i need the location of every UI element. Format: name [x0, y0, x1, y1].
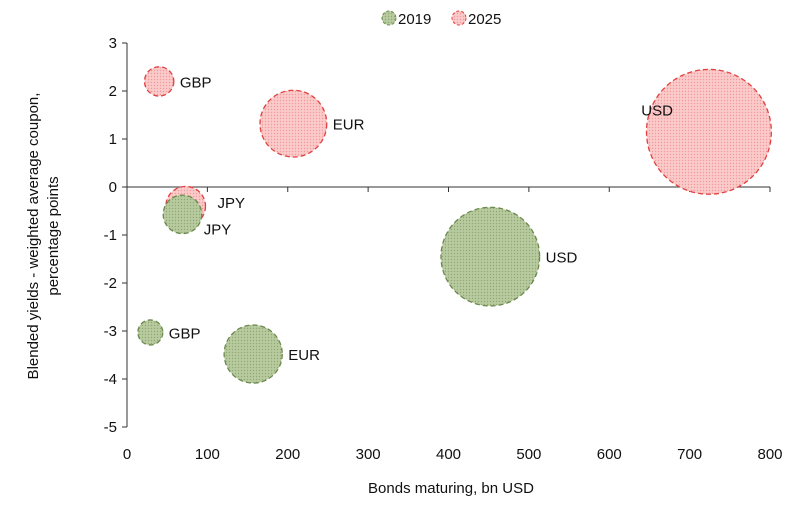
bubble-2019-gbp [137, 319, 164, 346]
y-tick-label: -3 [104, 323, 117, 340]
y-axis-title-line-2: percentage points [45, 176, 62, 295]
y-tick-label: 3 [109, 35, 117, 52]
bubble-2025-usd [645, 68, 772, 195]
bubble-labels: USD EUR GBP JPY USD EUR GBP JPY [169, 74, 673, 364]
bubble-label-2025-gbp: GBP [180, 74, 212, 91]
bubble-label-2025-eur: EUR [333, 117, 365, 134]
y-tick-label: 1 [109, 131, 117, 148]
bubble-2019-eur [223, 324, 283, 384]
legend: 2019 2025 [381, 10, 501, 28]
bubble-label-2025-jpy: JPY [217, 195, 245, 212]
bubbles [137, 66, 772, 384]
y-tick-label: -2 [104, 275, 117, 292]
bubble-label-2019-gbp: GBP [169, 325, 201, 342]
bubble-label-2019-eur: EUR [288, 347, 320, 364]
x-tick-label: 100 [195, 446, 220, 463]
bubble-2025-gbp [143, 66, 175, 97]
legend-marker-2025 [451, 10, 467, 26]
y-axis-title: Blended yields - weighted average coupon… [25, 93, 62, 380]
x-tick-label: 0 [123, 446, 131, 463]
bubble-label-2025-usd: USD [641, 102, 673, 119]
legend-label-2019: 2019 [398, 11, 431, 28]
y-tick-label: 0 [109, 179, 117, 196]
x-tick-label: 500 [516, 446, 541, 463]
axes [122, 42, 771, 428]
bubble-2025-eur [259, 89, 328, 158]
y-tick-label: -5 [104, 419, 117, 436]
x-tick-label: 300 [356, 446, 381, 463]
bubble-label-2019-jpy: JPY [204, 221, 232, 238]
x-tick-label: 700 [677, 446, 702, 463]
x-tick-label: 400 [436, 446, 461, 463]
tick-labels: -5 -4 -3 -2 -1 0 1 2 3 0 100 200 300 400 500 600 700 800 [104, 35, 783, 463]
bubble-2019-usd [440, 206, 541, 307]
legend-marker-2019 [381, 10, 397, 26]
x-axis-title: Bonds maturing, bn USD [368, 480, 534, 497]
x-tick-label: 200 [275, 446, 300, 463]
y-axis-title-line-1: Blended yields - weighted average coupon… [25, 93, 42, 380]
y-tick-label: -1 [104, 227, 117, 244]
x-tick-label: 800 [757, 446, 782, 463]
y-tick-label: 2 [109, 83, 117, 100]
legend-label-2025: 2025 [468, 11, 501, 28]
y-tick-label: -4 [104, 371, 117, 388]
x-tick-label: 600 [597, 446, 622, 463]
bubble-label-2019-usd: USD [546, 250, 578, 267]
bubble-2019-jpy [162, 194, 203, 235]
